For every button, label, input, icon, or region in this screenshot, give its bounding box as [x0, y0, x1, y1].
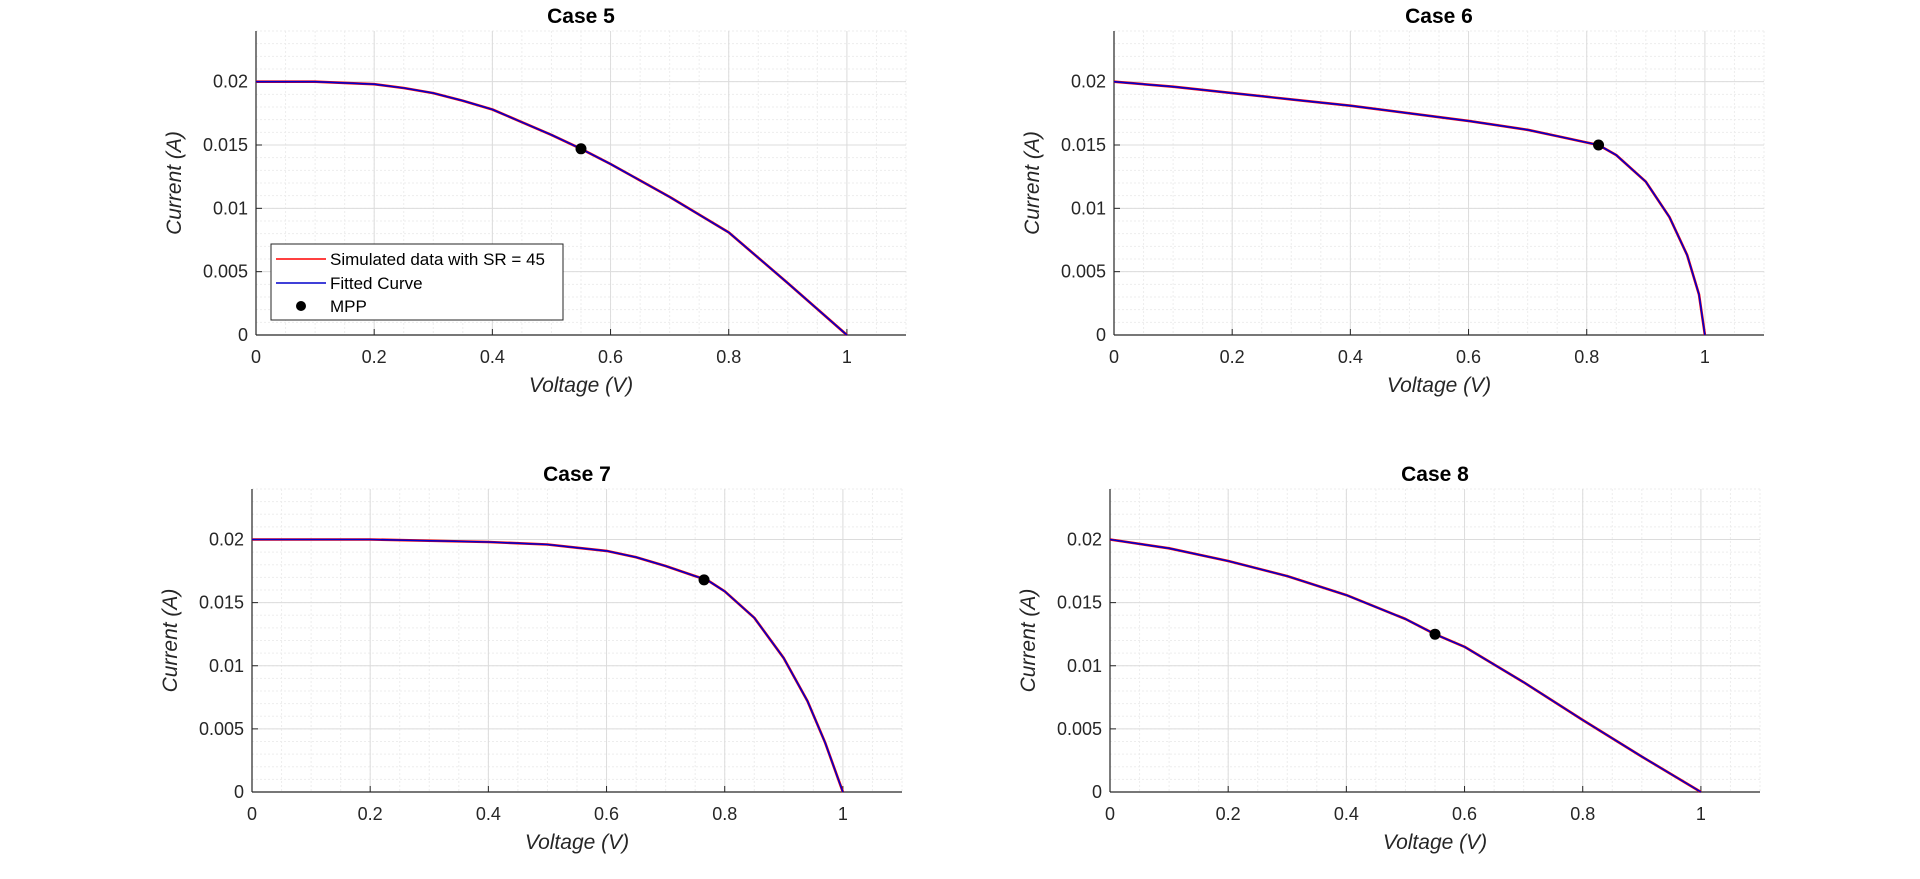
- x-tick-label: 0.2: [358, 804, 383, 824]
- chart-title: Case 6: [1405, 5, 1473, 28]
- x-tick-label: 0.4: [480, 347, 505, 367]
- x-tick-label: 1: [842, 347, 852, 367]
- x-tick-label: 0.4: [476, 804, 501, 824]
- y-tick-label: 0.005: [1057, 719, 1102, 739]
- minor-grid: [1109, 488, 1761, 793]
- mpp-marker: [698, 574, 710, 586]
- y-tick-label: 0.005: [199, 719, 244, 739]
- y-tick-label: 0.01: [1071, 198, 1106, 218]
- y-tick-label: 0.01: [1067, 656, 1102, 676]
- x-tick-label: 0.8: [1570, 804, 1595, 824]
- x-axis-label: Voltage (V): [1383, 831, 1487, 854]
- y-tick-label: 0.02: [209, 530, 244, 550]
- x-tick-label: 0.8: [712, 804, 737, 824]
- x-axis-label: Voltage (V): [1387, 374, 1491, 397]
- y-tick-label: 0.01: [213, 198, 248, 218]
- x-tick-label: 0.6: [598, 347, 623, 367]
- chart-panel-7: 0 0.2 0.4 0.6 0.8 1 0 0.005 0.01 0.015 0.02 Case 7 V…: [159, 463, 903, 854]
- chart-title: Case 5: [547, 5, 615, 28]
- chart-title: Case 7: [543, 463, 611, 486]
- x-tick-label: 1: [1696, 804, 1706, 824]
- major-grid: [1109, 489, 1760, 793]
- y-tick-label: 0.02: [1067, 530, 1102, 550]
- x-tick-label: 0.4: [1338, 347, 1363, 367]
- x-axis-label: Voltage (V): [525, 831, 629, 854]
- y-axis-label: Current (A): [159, 589, 182, 693]
- legend-entry: MPP: [330, 297, 367, 316]
- y-tick-label: 0.01: [209, 656, 244, 676]
- y-axis-label: Current (A): [163, 131, 186, 235]
- legend-entry: Fitted Curve: [330, 274, 423, 293]
- y-tick-label: 0.015: [1061, 135, 1106, 155]
- fitted-curve-line: [252, 538, 844, 793]
- x-tick-label: 0.6: [1456, 347, 1481, 367]
- x-tick-label: 0.2: [362, 347, 387, 367]
- mpp-marker: [575, 143, 587, 155]
- x-tick-label: 0.6: [594, 804, 619, 824]
- x-tick-label: 0.2: [1220, 347, 1245, 367]
- legend: Simulated data with SR = 45 Fitted Curve M…: [270, 243, 564, 321]
- y-tick-label: 0.005: [203, 262, 248, 282]
- x-tick-label: 0: [247, 804, 257, 824]
- x-axis-label: Voltage (V): [529, 374, 633, 397]
- x-tick-label: 0: [1105, 804, 1115, 824]
- x-tick-label: 0: [251, 347, 261, 367]
- fitted-curve-line: [1113, 80, 1706, 336]
- x-tick-label: 0.8: [1574, 347, 1599, 367]
- x-tick-label: 1: [838, 804, 848, 824]
- x-tick-label: 0.6: [1452, 804, 1477, 824]
- y-tick-label: 0: [238, 325, 248, 345]
- minor-grid: [1113, 30, 1765, 336]
- y-tick-label: 0.02: [1071, 72, 1106, 92]
- y-axis-label: Current (A): [1021, 131, 1044, 235]
- y-tick-label: 0.015: [199, 593, 244, 613]
- y-tick-label: 0: [1096, 325, 1106, 345]
- y-tick-label: 0: [234, 782, 244, 802]
- mpp-marker: [1429, 628, 1441, 640]
- legend-box: [270, 243, 564, 321]
- x-tick-label: 0.4: [1334, 804, 1359, 824]
- fitted-curve-line: [1109, 538, 1702, 793]
- y-tick-label: 0.015: [203, 135, 248, 155]
- y-axis-label: Current (A): [1017, 589, 1040, 693]
- minor-grid: [251, 488, 903, 793]
- fitted-curve-line: [256, 80, 848, 336]
- legend-swatch-mpp: [296, 301, 306, 311]
- x-tick-label: 0.8: [716, 347, 741, 367]
- mpp-marker: [1593, 139, 1605, 151]
- y-tick-label: 0.015: [1057, 593, 1102, 613]
- x-tick-label: 0.2: [1216, 804, 1241, 824]
- y-tick-label: 0: [1092, 782, 1102, 802]
- chart-panel-6: 0 0.2 0.4 0.6 0.8 1 0 0.005 0.01 0.015 0.02 Case 6 V…: [1021, 5, 1765, 397]
- y-tick-label: 0.02: [213, 72, 248, 92]
- chart-panel-5: 0 0.2 0.4 0.6 0.8 1 0 0.005 0.01 0.015 0.02 Case 5 V…: [163, 5, 907, 397]
- x-tick-label: 1: [1700, 347, 1710, 367]
- y-tick-label: 0.005: [1061, 262, 1106, 282]
- legend-entry: Simulated data with SR = 45: [330, 250, 545, 269]
- x-tick-label: 0: [1109, 347, 1119, 367]
- chart-title: Case 8: [1401, 463, 1469, 486]
- chart-panel-8: 0 0.2 0.4 0.6 0.8 1 0 0.005 0.01 0.015 0.02 Case 8 V…: [1017, 463, 1761, 854]
